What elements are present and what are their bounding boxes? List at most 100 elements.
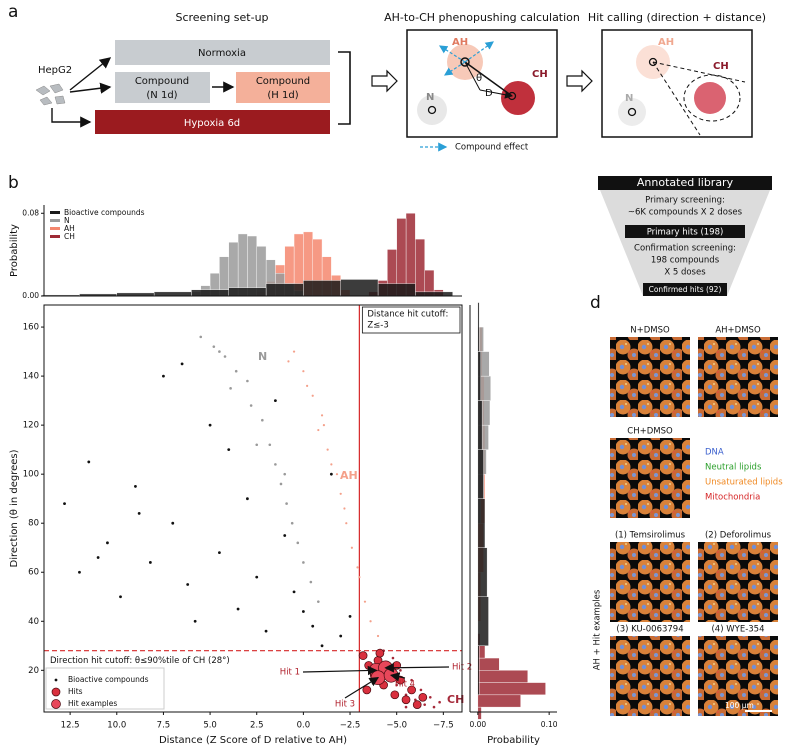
point: [311, 624, 315, 628]
annotation: Distance hit cutoff:: [367, 310, 448, 320]
cluster-label: CH: [447, 693, 464, 706]
setup-arrows: [51, 51, 351, 128]
image-title: (3) KU-0063794: [616, 625, 683, 635]
point: [283, 534, 287, 537]
histogram-bar: [415, 291, 453, 297]
cell-line: HepG2: [38, 65, 72, 76]
box-label: Compound: [135, 76, 189, 87]
x-tick-label: 0.10: [541, 720, 558, 729]
y-tick-label: 80: [28, 519, 39, 529]
point: [356, 566, 359, 569]
point: [376, 634, 380, 638]
point: [255, 443, 259, 447]
histogram-bar: [340, 279, 379, 297]
histogram-bar: [477, 670, 528, 683]
panel-label: a: [8, 2, 18, 22]
x-tick-label: 2.5: [250, 721, 264, 731]
legend-label: N: [64, 216, 70, 225]
y-axis-label: Probability: [9, 224, 20, 277]
micrograph: [698, 636, 778, 716]
x-tick-label: −5.0: [386, 721, 407, 731]
histogram-bar: [477, 657, 500, 671]
y-tick-label: 140: [23, 372, 39, 382]
point: [412, 700, 422, 709]
point: [423, 703, 426, 706]
point: [255, 575, 259, 579]
point: [87, 460, 91, 464]
funnel-step-label: Annotated library: [637, 176, 734, 189]
histogram-bar: [237, 233, 248, 297]
histogram-bar: [477, 706, 482, 720]
funnel-step: [643, 283, 727, 296]
histogram-bar: [477, 302, 480, 352]
x-tick-label: −7.5: [433, 721, 454, 731]
legend-swatch: [50, 235, 60, 238]
funnel-step: [625, 225, 745, 238]
funnel-text: ~6K compounds X 2 doses: [628, 208, 743, 218]
annotation: Z≤-3: [367, 321, 388, 331]
stain-legend: Unsaturated lipids: [705, 478, 783, 488]
diagram-label: CH: [713, 61, 729, 72]
point: [390, 690, 400, 700]
point: [358, 576, 361, 579]
point: [227, 448, 231, 452]
histogram-bar: [303, 280, 341, 297]
point: [391, 656, 395, 660]
histogram-bar: [477, 351, 481, 401]
micrograph: [610, 542, 690, 622]
stain-legend: Mitochondria: [705, 493, 760, 503]
point: [317, 600, 320, 603]
point: [283, 472, 287, 476]
point: [375, 648, 385, 658]
flow-arrow: [566, 69, 593, 93]
point: [236, 607, 240, 611]
image-title: N+DMSO: [630, 326, 670, 336]
histogram-bar: [228, 287, 267, 297]
point: [363, 600, 367, 603]
hypoxia-box: [95, 110, 330, 134]
normoxia-box: [115, 40, 330, 65]
compound-n-box: [115, 72, 210, 103]
histogram-bar: [265, 283, 304, 297]
annotation-box: [361, 306, 461, 334]
legend-swatch: [50, 211, 60, 214]
point: [302, 561, 305, 564]
point: [362, 685, 372, 695]
funnel-text: Confirmation screening:: [634, 244, 736, 254]
x-tick-label: −2.5: [340, 721, 361, 731]
image-title: (1) Temsirolimus: [615, 531, 686, 541]
hit-label: Hit 1: [280, 668, 300, 678]
side-label: AH + Hit examples: [593, 589, 603, 670]
point: [212, 345, 216, 348]
calc-title: AH-to-CH phenopushing calculation: [384, 11, 580, 24]
histogram-bar: [477, 547, 488, 597]
funnel-text: 198 compounds: [651, 256, 720, 266]
funnel-text: X 5 doses: [664, 268, 706, 278]
cluster-label: AH: [340, 469, 358, 482]
diagram-label: AH: [658, 37, 674, 48]
setup-title: Screening set-up: [175, 11, 268, 24]
hit-pointer: [389, 672, 406, 682]
y-tick-label: 0.00: [22, 291, 39, 300]
axes-frame: [43, 304, 463, 713]
point: [322, 424, 326, 427]
x-axis-label: Probability: [487, 735, 540, 746]
point: [287, 360, 290, 363]
stain-legend: DNA: [705, 448, 724, 458]
y-axis-label: Direction (θ in degrees): [9, 449, 20, 567]
point: [419, 688, 423, 692]
diagram-label: N: [625, 93, 633, 104]
point: [438, 700, 441, 704]
stain-legend: Neutral lipids: [705, 463, 762, 473]
histogram-bar: [477, 449, 484, 499]
point: [404, 705, 408, 709]
funnel-step-label: Confirmed hits (92): [649, 285, 722, 294]
y-tick-label: 40: [28, 617, 39, 627]
x-tick-label: 0.00: [469, 720, 486, 729]
y-tick-label: 0.08: [22, 208, 39, 217]
panel-label: d: [590, 293, 601, 313]
point: [292, 350, 296, 353]
y-tick-label: 160: [23, 323, 39, 333]
box-label: (H 1d): [267, 90, 298, 101]
legend-label: Hit examples: [68, 699, 117, 708]
